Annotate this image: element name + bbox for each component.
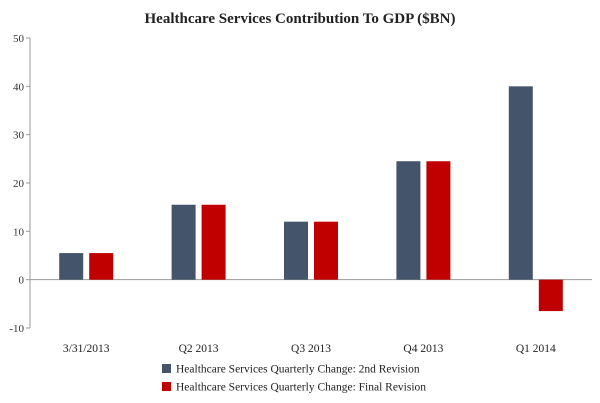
x-category-label: Q1 2014 (516, 343, 556, 355)
legend-label: Healthcare Services Quarterly Change: 2n… (176, 364, 420, 376)
y-tick-label: 50 (13, 33, 25, 45)
x-category-label: Q3 2013 (291, 343, 331, 355)
bar-series-1 (171, 204, 196, 280)
bars (59, 86, 563, 312)
legend: Healthcare Services Quarterly Change: 2n… (162, 364, 426, 394)
x-category-label: Q2 2013 (179, 343, 219, 355)
chart-title: Healthcare Services Contribution To GDP … (145, 11, 456, 27)
bar-series-2 (538, 279, 563, 312)
bar-series-1 (59, 253, 84, 280)
x-category-label: 3/31/2013 (63, 343, 110, 355)
y-tick-label: 30 (13, 130, 25, 142)
y-tick-label: 40 (13, 81, 25, 93)
axes: -10 0 10 20 30 40 50 3/31/2013 Q2 2013 Q3 2013 Q4 … (9, 33, 592, 355)
legend-swatch (162, 382, 171, 391)
bar-series-2 (426, 161, 451, 280)
y-tick-label: 10 (13, 226, 25, 238)
bar-series-2 (89, 253, 114, 280)
bar-series-1 (284, 221, 308, 280)
y-tick-label: 20 (13, 178, 25, 190)
legend-swatch (162, 364, 171, 373)
x-category-label: Q4 2013 (403, 343, 443, 355)
bar-series-2 (201, 204, 226, 280)
legend-label: Healthcare Services Quarterly Change: Fi… (176, 382, 426, 394)
bar-series-1 (508, 86, 533, 280)
bar-series-2 (314, 221, 338, 280)
y-tick-label: -10 (9, 323, 24, 335)
y-tick-label: 0 (19, 275, 25, 287)
bar-series-1 (396, 161, 421, 280)
